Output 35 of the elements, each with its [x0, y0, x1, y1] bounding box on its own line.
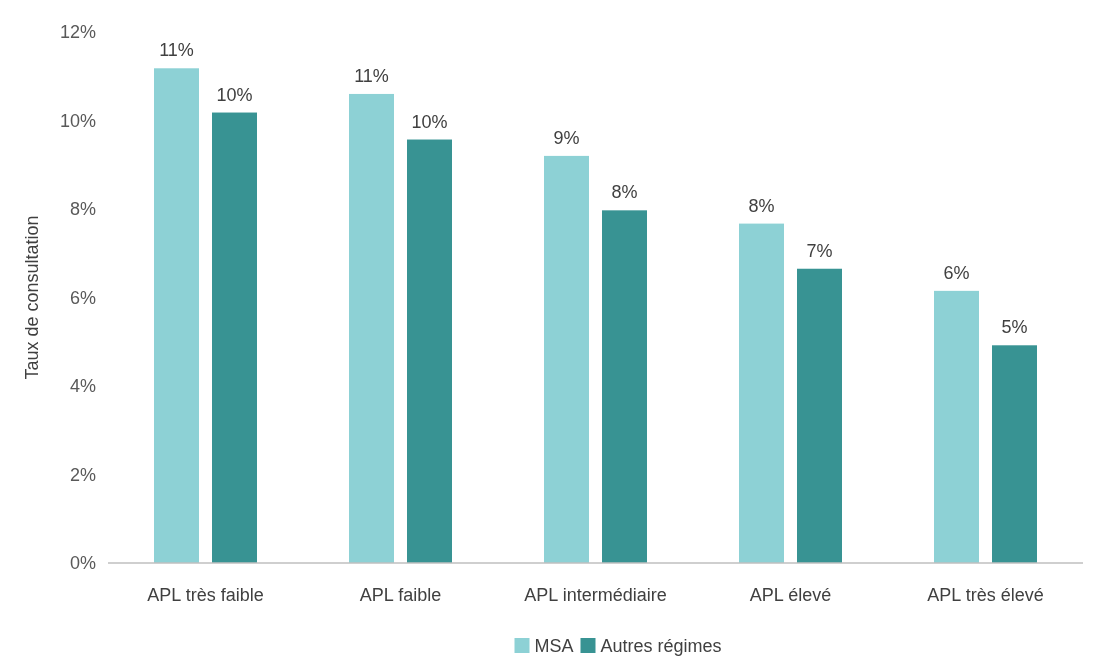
bar [797, 268, 842, 563]
bar [739, 223, 784, 563]
bar [992, 345, 1037, 563]
y-tick-label: 0% [69, 553, 96, 574]
bar [934, 290, 979, 563]
data-label: 6% [943, 262, 970, 283]
data-label: 7% [806, 240, 833, 261]
x-tick-label: APL très faible [147, 585, 264, 605]
data-label: 8% [611, 182, 638, 203]
y-tick-label: 12% [59, 22, 96, 43]
y-tick-label: 8% [69, 199, 96, 220]
data-label: 10% [411, 111, 448, 132]
data-label: 8% [748, 195, 775, 216]
y-tick-label: 4% [69, 376, 96, 397]
bar [349, 93, 394, 563]
legend-label: Autres régimes [600, 636, 722, 657]
legend-label: MSA [534, 636, 574, 657]
y-tick-label: 6% [69, 287, 96, 308]
x-tick-label: APL intermédiaire [524, 585, 667, 605]
bar [544, 155, 589, 563]
x-tick-label: APL élevé [749, 585, 832, 605]
bar [154, 68, 199, 563]
bar [602, 210, 647, 563]
bar [407, 139, 452, 563]
data-label: 5% [1001, 317, 1028, 338]
y-tick-label: 2% [69, 464, 96, 485]
bar [212, 112, 257, 563]
data-label: 9% [553, 127, 580, 148]
data-label: 10% [216, 84, 253, 105]
data-label: 11% [159, 40, 194, 61]
y-axis-title: Taux de consultation [22, 215, 42, 380]
data-label: 11% [354, 65, 389, 86]
y-tick-label: 10% [59, 110, 96, 131]
x-tick-label: APL faible [359, 585, 442, 605]
x-tick-label: APL très élevé [927, 585, 1044, 605]
